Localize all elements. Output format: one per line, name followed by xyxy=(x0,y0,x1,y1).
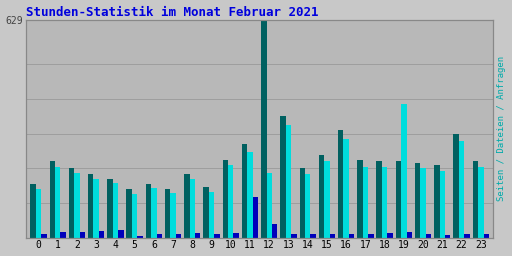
Bar xyxy=(189,179,195,238)
Bar xyxy=(300,168,305,238)
Bar xyxy=(184,174,189,238)
Bar xyxy=(415,163,420,238)
Bar xyxy=(228,165,233,238)
Bar xyxy=(396,162,401,238)
Bar xyxy=(60,232,66,238)
Bar xyxy=(426,234,431,238)
Bar xyxy=(388,233,393,238)
Bar xyxy=(99,231,104,238)
Bar xyxy=(176,234,181,238)
Bar xyxy=(261,20,267,238)
Bar xyxy=(376,162,382,238)
Bar xyxy=(137,236,143,238)
Bar xyxy=(286,125,291,238)
Bar xyxy=(247,152,253,238)
Bar xyxy=(118,230,123,238)
Bar xyxy=(203,187,209,238)
Bar xyxy=(362,167,368,238)
Bar xyxy=(36,189,41,238)
Bar xyxy=(55,167,60,238)
Bar xyxy=(195,233,201,238)
Bar xyxy=(151,188,157,238)
Bar xyxy=(445,235,451,238)
Bar xyxy=(368,234,374,238)
Bar xyxy=(349,234,354,238)
Bar xyxy=(157,234,162,238)
Bar xyxy=(107,179,113,238)
Bar xyxy=(330,233,335,238)
Bar xyxy=(310,234,316,238)
Bar xyxy=(69,168,74,238)
Bar xyxy=(280,116,286,238)
Bar xyxy=(357,160,362,238)
Bar xyxy=(291,234,296,238)
Bar xyxy=(483,234,489,238)
Bar xyxy=(338,130,344,238)
Bar xyxy=(401,104,407,238)
Bar xyxy=(272,225,278,238)
Bar xyxy=(253,197,258,238)
Bar xyxy=(478,167,483,238)
Bar xyxy=(434,165,440,238)
Bar xyxy=(214,234,220,238)
Bar xyxy=(170,193,176,238)
Bar xyxy=(113,183,118,238)
Text: Stunden-Statistik im Monat Februar 2021: Stunden-Statistik im Monat Februar 2021 xyxy=(26,6,318,18)
Bar xyxy=(209,192,214,238)
Bar xyxy=(305,174,310,238)
Bar xyxy=(126,189,132,238)
Bar xyxy=(132,194,137,238)
Bar xyxy=(242,144,247,238)
Bar xyxy=(93,179,99,238)
Bar xyxy=(319,155,324,238)
Bar xyxy=(473,162,478,238)
Bar xyxy=(80,232,85,238)
Bar xyxy=(453,134,459,238)
Bar xyxy=(382,167,388,238)
Bar xyxy=(165,189,170,238)
Y-axis label: Seiten / Dateien / Anfragen: Seiten / Dateien / Anfragen xyxy=(498,56,506,201)
Bar xyxy=(459,141,464,238)
Bar xyxy=(88,174,93,238)
Bar xyxy=(464,234,470,238)
Bar xyxy=(50,162,55,238)
Bar xyxy=(324,161,330,238)
Bar xyxy=(420,168,426,238)
Bar xyxy=(233,233,239,238)
Bar xyxy=(30,184,36,238)
Bar xyxy=(407,232,412,238)
Bar xyxy=(344,139,349,238)
Bar xyxy=(223,160,228,238)
Bar xyxy=(146,184,151,238)
Bar xyxy=(41,234,47,238)
Bar xyxy=(267,173,272,238)
Bar xyxy=(440,171,445,238)
Bar xyxy=(74,173,80,238)
